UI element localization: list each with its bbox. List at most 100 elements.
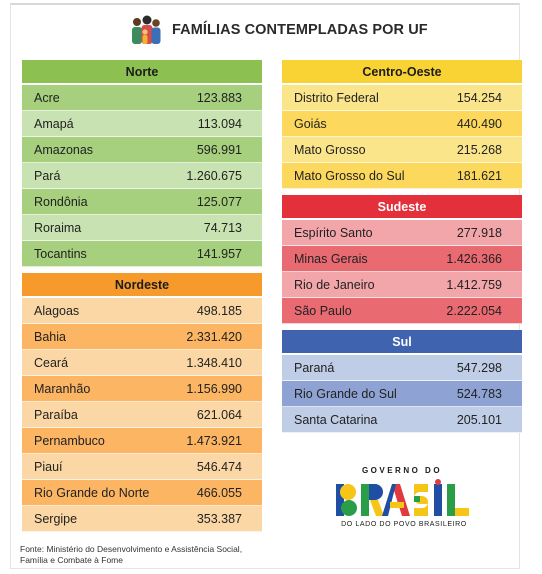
family-count: 1.426.366 xyxy=(446,251,502,266)
state-name: Amazonas xyxy=(34,142,94,157)
family-count: 440.490 xyxy=(456,116,502,131)
family-count: 1.156.990 xyxy=(186,381,242,396)
table-row: Pernambuco 1.473.921 xyxy=(22,428,262,454)
table-row: Rio Grande do Sul 524.783 xyxy=(282,381,522,407)
logo-tagline: DO LADO DO POVO BRASILEIRO xyxy=(341,521,467,528)
state-name: Santa Catarina xyxy=(294,412,378,427)
state-name: Minas Gerais xyxy=(294,251,368,266)
state-name: Pará xyxy=(34,168,61,183)
table-row: Distrito Federal 154.254 xyxy=(282,85,522,111)
state-name: Amapá xyxy=(34,116,74,131)
source-footnote: Fonte: Ministério do Desenvolvimento e A… xyxy=(20,544,243,565)
table-row: Paraná 547.298 xyxy=(282,355,522,381)
state-name: Goiás xyxy=(294,116,327,131)
table-row: Rio Grande do Norte 466.055 xyxy=(22,480,262,506)
family-count: 1.260.675 xyxy=(186,168,242,183)
family-count: 1.348.410 xyxy=(186,355,242,370)
family-count: 547.298 xyxy=(456,360,502,375)
region-nordeste: Nordeste Alagoas 498.185 Bahia 2.331.420 Cear… xyxy=(22,273,262,532)
region-sudeste: Sudeste Espírito Santo 277.918 Minas Gerais… xyxy=(282,195,522,324)
state-name: Rio de Janeiro xyxy=(294,277,375,292)
region-header-nordeste: Nordeste xyxy=(22,273,262,298)
family-count: 2.222.054 xyxy=(446,303,502,318)
state-name: Rondônia xyxy=(34,194,88,209)
family-count: 181.621 xyxy=(456,168,502,183)
state-name: Espírito Santo xyxy=(294,225,373,240)
state-name: Piauí xyxy=(34,459,63,474)
state-name: São Paulo xyxy=(294,303,352,318)
state-name: Mato Grosso xyxy=(294,142,366,157)
header: FAMÍLIAS CONTEMPLADAS POR UF xyxy=(128,12,428,48)
state-name: Tocantins xyxy=(34,246,87,261)
table-row: Sergipe 353.387 xyxy=(22,506,262,532)
table-row: Pará 1.260.675 xyxy=(22,163,262,189)
state-name: Mato Grosso do Sul xyxy=(294,168,405,183)
table-row: Bahia 2.331.420 xyxy=(22,324,262,350)
table-row: Amazonas 596.991 xyxy=(22,137,262,163)
family-count: 498.185 xyxy=(196,303,242,318)
state-name: Alagoas xyxy=(34,303,80,318)
table-row: Rio de Janeiro 1.412.759 xyxy=(282,272,522,298)
state-name: Maranhão xyxy=(34,381,91,396)
left-column: Norte Acre 123.883 Amapá 113.094 Amazonas 596.… xyxy=(22,60,262,538)
logo-top-text: GOVERNO DO xyxy=(361,466,443,475)
table-row: Maranhão 1.156.990 xyxy=(22,376,262,402)
family-count: 141.957 xyxy=(196,246,242,261)
right-column: Centro-Oeste Distrito Federal 154.254 Goiás… xyxy=(282,60,522,439)
region-norte: Norte Acre 123.883 Amapá 113.094 Amazonas 596.… xyxy=(22,60,262,267)
table-row: Alagoas 498.185 xyxy=(22,298,262,324)
state-name: Rio Grande do Norte xyxy=(34,485,150,500)
page-title: FAMÍLIAS CONTEMPLADAS POR UF xyxy=(172,22,428,38)
table-row: Santa Catarina 205.101 xyxy=(282,407,522,433)
state-name: Distrito Federal xyxy=(294,90,379,105)
family-count: 466.055 xyxy=(196,485,242,500)
table-row: Rondônia 125.077 xyxy=(22,189,262,215)
region-header-norte: Norte xyxy=(22,60,262,85)
table-row: Goiás 440.490 xyxy=(282,111,522,137)
family-count: 1.412.759 xyxy=(446,277,502,292)
family-count: 277.918 xyxy=(456,225,502,240)
table-row: Acre 123.883 xyxy=(22,85,262,111)
state-name: Rio Grande do Sul xyxy=(294,386,397,401)
governo-brasil-logo: GOVERNO DO DO LADO DO POVO BRASILEIRO xyxy=(334,466,474,534)
brasil-wordmark-icon xyxy=(336,479,469,516)
family-count: 154.254 xyxy=(456,90,502,105)
table-row: Amapá 113.094 xyxy=(22,111,262,137)
table-row: Minas Gerais 1.426.366 xyxy=(282,246,522,272)
family-icon xyxy=(128,14,164,46)
table-row: Tocantins 141.957 xyxy=(22,241,262,267)
table-row: São Paulo 2.222.054 xyxy=(282,298,522,324)
family-count: 1.473.921 xyxy=(186,433,242,448)
region-centro-oeste: Centro-Oeste Distrito Federal 154.254 Goiás… xyxy=(282,60,522,189)
table-row: Paraíba 621.064 xyxy=(22,402,262,428)
table-row: Mato Grosso 215.268 xyxy=(282,137,522,163)
region-header-centro: Centro-Oeste xyxy=(282,60,522,85)
family-count: 215.268 xyxy=(456,142,502,157)
family-count: 546.474 xyxy=(196,459,242,474)
state-name: Paraíba xyxy=(34,407,78,422)
state-name: Bahia xyxy=(34,329,66,344)
family-count: 125.077 xyxy=(196,194,242,209)
table-row: Espírito Santo 277.918 xyxy=(282,220,522,246)
family-count: 113.094 xyxy=(197,116,242,131)
table-row: Mato Grosso do Sul 181.621 xyxy=(282,163,522,189)
table-row: Ceará 1.348.410 xyxy=(22,350,262,376)
family-count: 2.331.420 xyxy=(186,329,242,344)
family-count: 353.387 xyxy=(196,511,242,526)
region-header-sul: Sul xyxy=(282,330,522,355)
state-name: Sergipe xyxy=(34,511,78,526)
table-row: Piauí 546.474 xyxy=(22,454,262,480)
family-count: 74.713 xyxy=(203,220,242,235)
state-name: Acre xyxy=(34,90,60,105)
state-name: Ceará xyxy=(34,355,69,370)
region-header-sudeste: Sudeste xyxy=(282,195,522,220)
state-name: Paraná xyxy=(294,360,335,375)
family-count: 123.883 xyxy=(196,90,242,105)
family-count: 205.101 xyxy=(456,412,502,427)
state-name: Pernambuco xyxy=(34,433,105,448)
table-row: Roraima 74.713 xyxy=(22,215,262,241)
family-count: 621.064 xyxy=(196,407,242,422)
family-count: 524.783 xyxy=(456,386,502,401)
state-name: Roraima xyxy=(34,220,82,235)
family-count: 596.991 xyxy=(196,142,242,157)
